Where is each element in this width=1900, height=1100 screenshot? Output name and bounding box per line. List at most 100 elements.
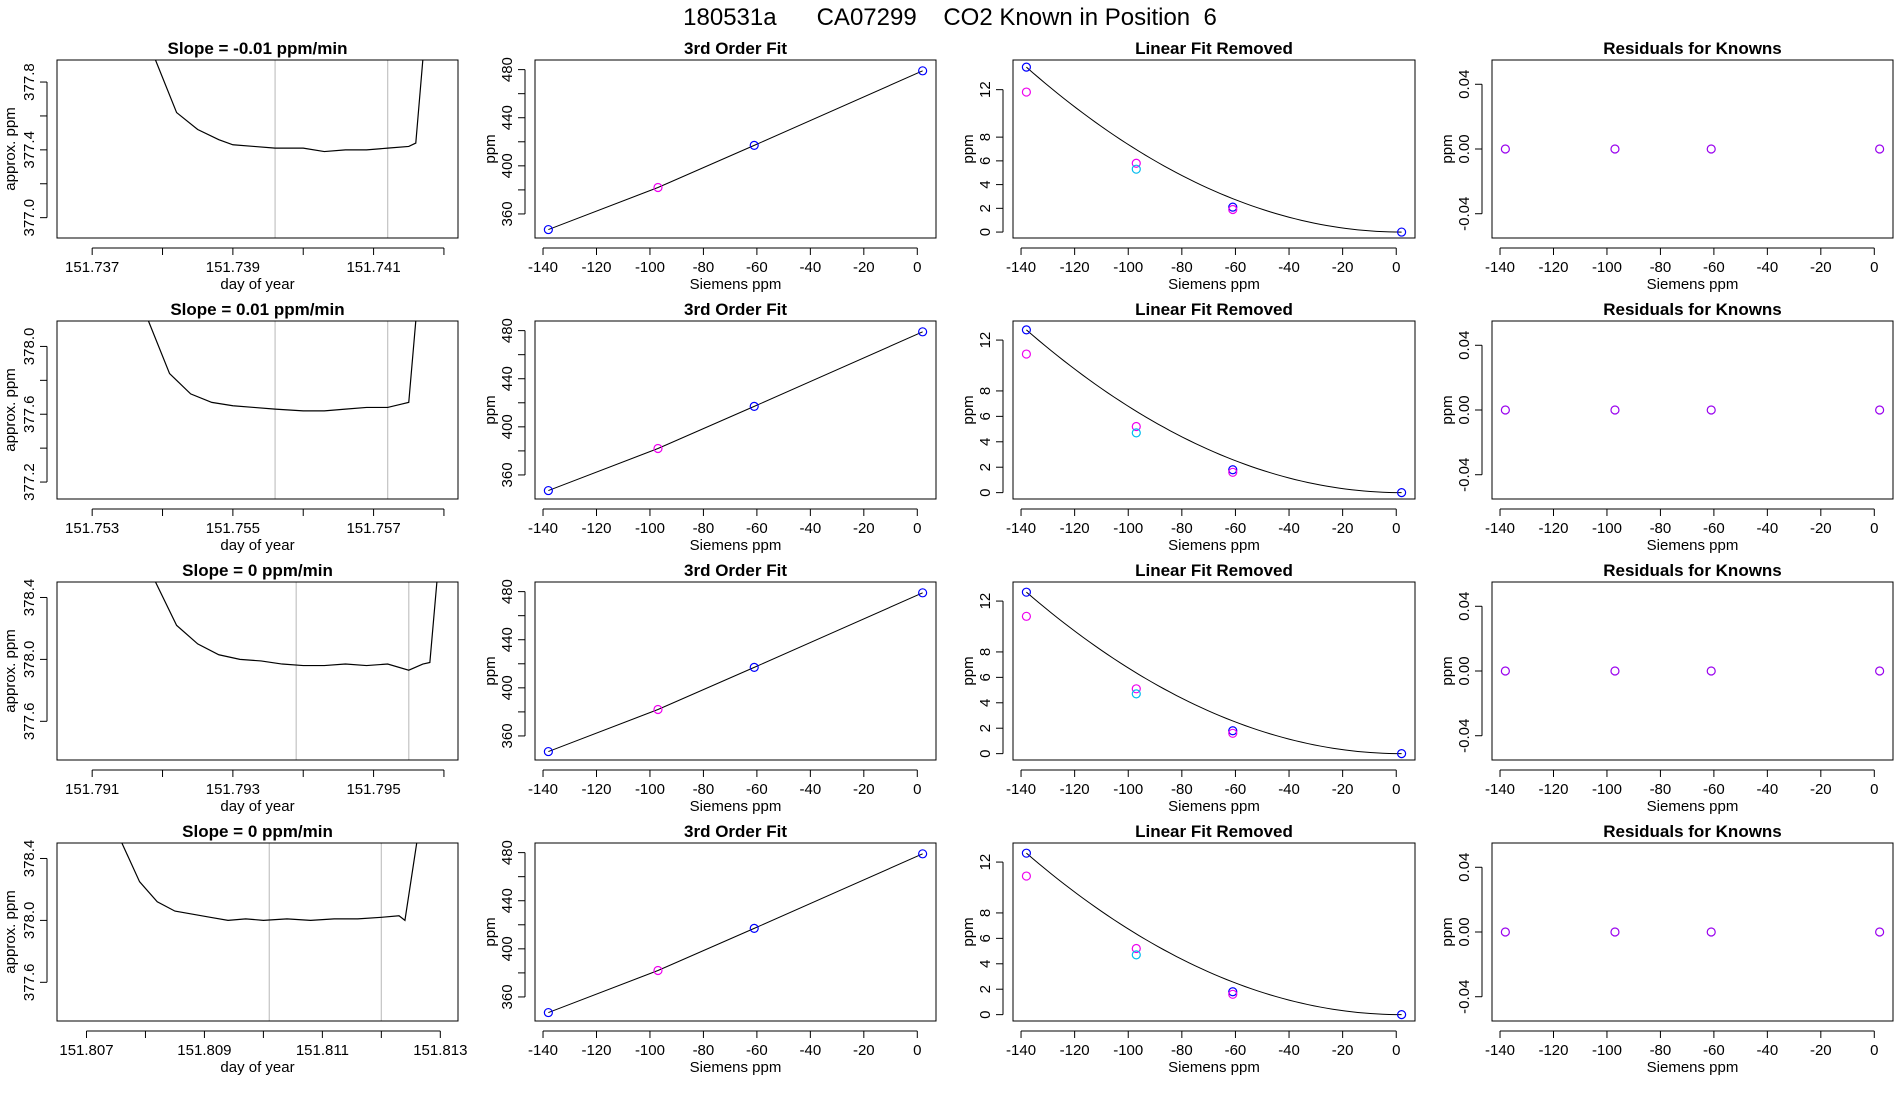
plot-area <box>1500 927 1885 937</box>
x-tick-label: -20 <box>1332 1042 1354 1059</box>
x-tick-label: -40 <box>800 520 822 537</box>
plot-frame <box>1491 581 1894 761</box>
x-axis-label: Siemens ppm <box>1647 537 1739 554</box>
plot-area <box>1021 848 1407 1020</box>
x-tick-label: 0 <box>913 520 921 537</box>
plot-frame <box>56 320 459 500</box>
fit-curve <box>548 70 923 231</box>
fit-curve <box>1026 66 1402 233</box>
x-tick-label: 0 <box>1392 259 1400 276</box>
x-axis-label: Siemens ppm <box>690 276 782 293</box>
data-point <box>918 327 928 337</box>
data-point <box>749 401 759 411</box>
x-tick-label: -140 <box>528 520 558 537</box>
x-tick-label: -80 <box>1650 520 1672 537</box>
x-tick-label: -100 <box>1592 520 1622 537</box>
x-tick-label: -40 <box>1278 1042 1300 1059</box>
data-point <box>1706 927 1716 937</box>
x-tick-label: -100 <box>1592 259 1622 276</box>
x-tick-label: -80 <box>1650 781 1672 798</box>
panel-title: 3rd Order Fit <box>684 39 787 58</box>
chart-panel: Linear Fit Removed -140 -120 -100 -80 -60 -40 -… <box>960 300 1416 554</box>
y-tick-label: 0.00 <box>1456 395 1473 424</box>
y-axis-label: ppm <box>1439 917 1456 946</box>
x-tick-label: -120 <box>1538 520 1568 537</box>
data-point <box>1228 467 1238 477</box>
x-tick-label: -20 <box>1332 520 1354 537</box>
y-tick-label: 480 <box>499 57 516 82</box>
x-axis-label: Siemens ppm <box>1168 537 1260 554</box>
y-axis-label: ppm <box>482 917 499 946</box>
data-point <box>1228 202 1238 212</box>
data-point <box>653 443 663 454</box>
chart-panel: Slope = -0.01 ppm/min 151.737 151.739 151.7… <box>2 39 459 293</box>
data-point <box>1610 144 1620 154</box>
data-point <box>653 965 663 976</box>
chart-panel: Linear Fit Removed -140 -120 -100 -80 -60 -40 -… <box>960 822 1416 1076</box>
x-tick-label: 0 <box>1870 1042 1878 1059</box>
x-tick-label: 0 <box>1870 520 1878 537</box>
y-tick-label: 360 <box>499 723 516 748</box>
y-tick-label: 4 <box>977 438 994 446</box>
y-axis-label: approx. ppm <box>2 890 19 973</box>
data-point <box>1396 749 1407 759</box>
plot-area <box>543 588 928 757</box>
plot-frame <box>56 59 459 239</box>
panel-title: Residuals for Knowns <box>1603 822 1782 841</box>
data-point <box>1131 950 1141 960</box>
x-tick-label: -100 <box>635 781 665 798</box>
x-tick-label: -120 <box>1060 781 1090 798</box>
y-axis-label: approx. ppm <box>2 368 19 451</box>
y-tick-label: 0 <box>977 228 994 236</box>
data-point <box>1396 488 1407 498</box>
x-axis-label: day of year <box>220 1059 294 1076</box>
plot-area <box>1021 587 1407 759</box>
x-tick-label: -120 <box>581 1042 611 1059</box>
y-tick-label: 8 <box>977 387 994 395</box>
x-tick-label: -20 <box>853 520 875 537</box>
x-tick-label: 151.791 <box>65 781 119 798</box>
x-tick-label: 0 <box>1392 781 1400 798</box>
data-point <box>1021 871 1032 881</box>
plot-frame <box>1012 59 1416 239</box>
x-tick-label: -140 <box>528 259 558 276</box>
data-point <box>1228 204 1238 215</box>
chart-panel: Linear Fit Removed -140 -120 -100 -80 -60 -40 -… <box>960 561 1416 815</box>
panel-title: Linear Fit Removed <box>1135 39 1293 58</box>
panel-title: Slope = 0 ppm/min <box>182 561 333 580</box>
plot-frame <box>1012 842 1416 1022</box>
fit-curve <box>548 853 923 1014</box>
y-tick-label: 12 <box>977 81 994 98</box>
y-tick-label: 378.0 <box>21 641 38 679</box>
y-axis-label: ppm <box>960 395 977 424</box>
x-tick-label: 151.757 <box>346 520 400 537</box>
plot-area <box>543 327 928 496</box>
y-tick-label: 0.04 <box>1456 70 1473 99</box>
plot-area <box>147 321 417 499</box>
y-tick-label: 4 <box>977 960 994 968</box>
y-tick-label: 0.04 <box>1456 853 1473 882</box>
plot-frame <box>1491 59 1894 239</box>
chart-panel: Residuals for Knowns -140 -120 -100 -80 -60 -4… <box>1439 39 1894 293</box>
x-tick-label: -20 <box>1810 520 1832 537</box>
x-axis-label: Siemens ppm <box>1168 798 1260 815</box>
y-tick-label: 8 <box>977 648 994 656</box>
y-tick-label: 12 <box>977 854 994 871</box>
data-trace <box>154 60 424 153</box>
data-point <box>749 140 759 150</box>
y-tick-label: 2 <box>977 204 994 212</box>
data-point <box>749 923 759 933</box>
y-tick-label: 378.0 <box>21 328 38 366</box>
x-tick-label: 0 <box>1870 259 1878 276</box>
x-tick-label: 151.741 <box>346 259 400 276</box>
x-tick-label: -80 <box>1171 781 1193 798</box>
x-axis-label: day of year <box>220 537 294 554</box>
plot-area <box>1500 405 1885 415</box>
data-point <box>918 66 928 76</box>
plot-frame <box>534 842 937 1022</box>
fit-curve <box>1026 852 1402 1016</box>
x-tick-label: -80 <box>693 1042 715 1059</box>
chart-panel: 3rd Order Fit -140 -120 -100 -80 -60 -40 -20 0 Si… <box>482 300 937 554</box>
x-tick-label: -100 <box>1113 259 1143 276</box>
